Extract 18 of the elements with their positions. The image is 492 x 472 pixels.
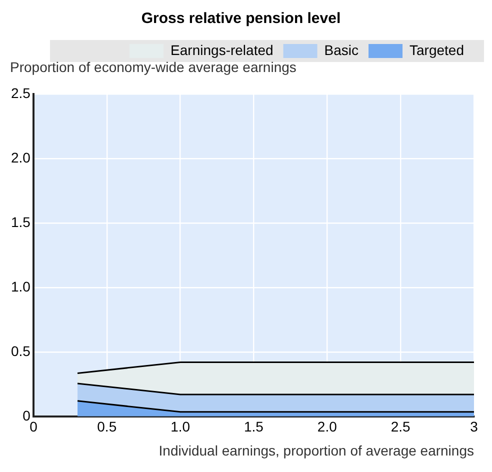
y-tick-label: 1.5 (10, 214, 31, 230)
y-tick-label: 0 (22, 407, 31, 424)
x-tick-label: 3 (470, 418, 478, 435)
x-tick-label: 0.5 (97, 418, 117, 435)
y-tick-label: 2.0 (10, 149, 31, 166)
legend-label: Earnings-related (170, 42, 274, 58)
x-tick-label: 2.0 (317, 418, 338, 435)
chart-title: Gross relative pension level (141, 10, 341, 28)
y-tick-label: 1.0 (10, 278, 31, 294)
x-tick-label: 1.0 (170, 418, 190, 435)
x-axis-title: Individual earnings, proportion of average earnings (158, 442, 474, 458)
legend-label: Basic (324, 42, 359, 58)
x-tick-label: 2.5 (390, 418, 411, 435)
y-tick-label: 2.5 (10, 84, 31, 101)
y-tick-label: 0.5 (10, 342, 31, 359)
x-tick-label: 1.5 (244, 418, 264, 435)
legend-label: Targeted (410, 42, 464, 58)
y-axis-title: Proportion of economy-wide average earnings (10, 58, 296, 75)
